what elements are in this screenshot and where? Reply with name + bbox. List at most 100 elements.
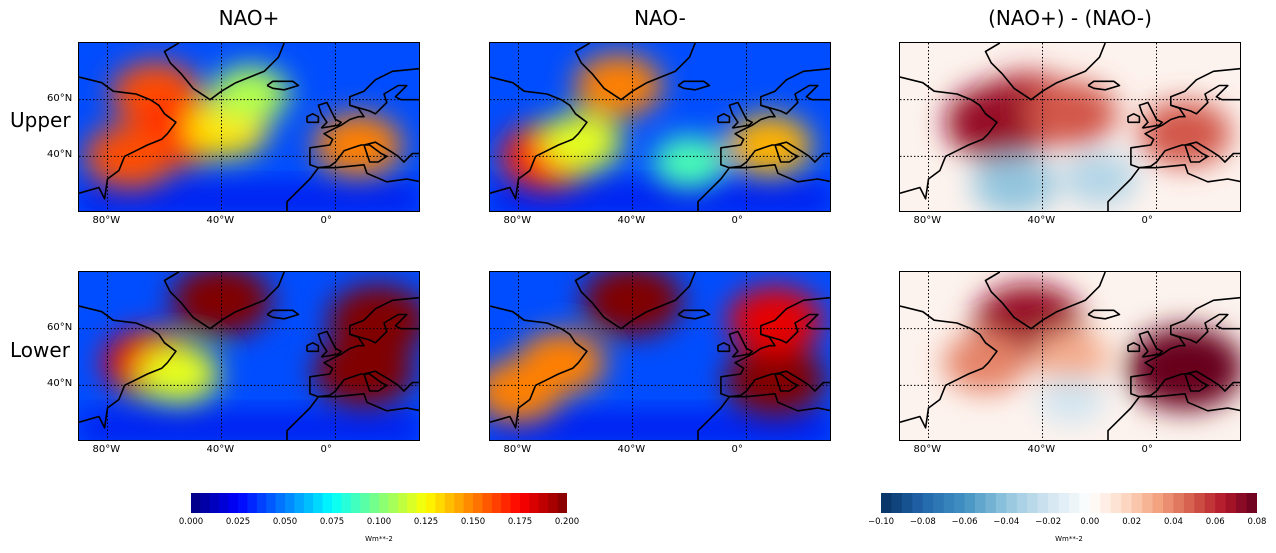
map-panel-lower-difference (899, 271, 1241, 441)
colorbar-segment (1184, 493, 1195, 513)
column-title-difference: (NAO+) - (NAO-) (899, 6, 1241, 30)
field-hotspot (725, 344, 826, 416)
colorbar-tick-label: 0.075 (320, 517, 344, 527)
colorbar-segment (1090, 493, 1101, 513)
colorbar-segment (191, 493, 201, 513)
colorbar-segment (1059, 493, 1070, 513)
map-svg (900, 43, 1241, 212)
colorbar-segment (529, 493, 539, 513)
colorbar-rdbu-unit: Wm**-2 (1055, 535, 1083, 543)
colorbar-segment (1006, 493, 1017, 513)
y-tick-label: 40°N (47, 149, 72, 160)
colorbar-segment (370, 493, 380, 513)
field-hotspot (1062, 152, 1138, 206)
colorbar-jet-unit: Wm**-2 (365, 535, 393, 543)
colorbar-segment (238, 493, 248, 513)
colorbar-segment (1132, 493, 1143, 513)
colorbar-segment (332, 493, 342, 513)
colorbar-tick-label: −0.04 (993, 517, 1019, 527)
colorbar-segment (492, 493, 502, 513)
colorbar-segment (891, 493, 902, 513)
colorbar-segment (1017, 493, 1028, 513)
colorbar-segment (944, 493, 955, 513)
colorbar-segment (285, 493, 295, 513)
x-tick-label: 0° (1142, 444, 1153, 455)
field-hotspot (1126, 326, 1241, 410)
colorbar-segment (1121, 493, 1132, 513)
colorbar-segment (247, 493, 257, 513)
colorbar-segments (191, 493, 567, 513)
colorbar-segment (954, 493, 965, 513)
x-tick-label: 80°W (93, 215, 121, 226)
field-hotspot (1037, 376, 1104, 424)
colorbar-segment (1142, 493, 1153, 513)
colorbar-segment (1048, 493, 1059, 513)
colorbar-segment (501, 493, 511, 513)
map-panel-upper-difference (899, 42, 1241, 212)
map-panel-lower-nao-plus (78, 271, 420, 441)
colorbar-tick-label: −0.02 (1035, 517, 1061, 527)
row-label-lower: Lower (10, 338, 70, 362)
colorbar-segment (257, 493, 267, 513)
colorbar-segment (1038, 493, 1049, 513)
colorbar-segment (266, 493, 276, 513)
x-tick-label: 0° (732, 215, 743, 226)
field-hotspot (85, 124, 176, 189)
colorbar-segment (388, 493, 398, 513)
column-title-nao-minus: NAO- (489, 6, 831, 30)
colorbar-tick-label: 0.100 (367, 517, 391, 527)
colorbar-segment (1226, 493, 1237, 513)
colorbar-segment (933, 493, 944, 513)
colorbar-segment (996, 493, 1007, 513)
row-label-upper: Upper (10, 108, 71, 132)
x-tick-label: 0° (1142, 215, 1153, 226)
colorbar-segment (520, 493, 530, 513)
colorbar-segment (923, 493, 934, 513)
x-tick-label: 40°W (618, 444, 646, 455)
x-tick-label: 80°W (914, 215, 942, 226)
colorbar-segment (985, 493, 996, 513)
field-hotspot (1025, 81, 1117, 147)
field-hotspot (211, 66, 289, 122)
x-tick-label: 80°W (914, 444, 942, 455)
map-svg (490, 43, 831, 212)
colorbar-segment (294, 493, 304, 513)
colorbar-tick-label: 0.125 (414, 517, 438, 527)
colorbar-segment (435, 493, 445, 513)
colorbar-segment (965, 493, 976, 513)
colorbar-tick-label: 0.200 (555, 517, 579, 527)
colorbar-segment (482, 493, 492, 513)
colorbar-segment (1163, 493, 1174, 513)
colorbar-segments (881, 493, 1257, 513)
colorbar-segment (1027, 493, 1038, 513)
colorbar-tick-label: −0.06 (952, 517, 978, 527)
colorbar-segment (1069, 493, 1080, 513)
colorbar-tick-label: −0.08 (910, 517, 936, 527)
colorbar-segment (398, 493, 408, 513)
colorbar-segment (379, 493, 389, 513)
colorbar-segment (210, 493, 220, 513)
x-tick-label: 40°W (1028, 215, 1056, 226)
field-low-band (79, 185, 420, 212)
colorbar-segment (558, 493, 567, 513)
field-hotspot (138, 345, 219, 403)
field-hotspot (972, 155, 1056, 212)
colorbar-segment (1079, 493, 1090, 513)
field-hotspot (653, 136, 726, 188)
x-tick-label: 40°W (618, 215, 646, 226)
colorbar-segment (445, 493, 455, 513)
colorbar-segment (323, 493, 333, 513)
colorbar-segment (417, 493, 427, 513)
colorbar-segment (454, 493, 464, 513)
column-title-nao-plus: NAO+ (78, 6, 420, 30)
colorbar-segment (912, 493, 923, 513)
colorbar-segment (1236, 493, 1247, 513)
colorbar-segment (464, 493, 474, 513)
colorbar-segment (539, 493, 549, 513)
field-hotspot (541, 113, 622, 171)
colorbar-tick-label: 0.000 (179, 517, 203, 527)
map-svg (79, 272, 420, 441)
y-tick-label: 60°N (47, 93, 72, 104)
colorbar-segment (548, 493, 558, 513)
colorbar-tick-label: 0.050 (273, 517, 297, 527)
